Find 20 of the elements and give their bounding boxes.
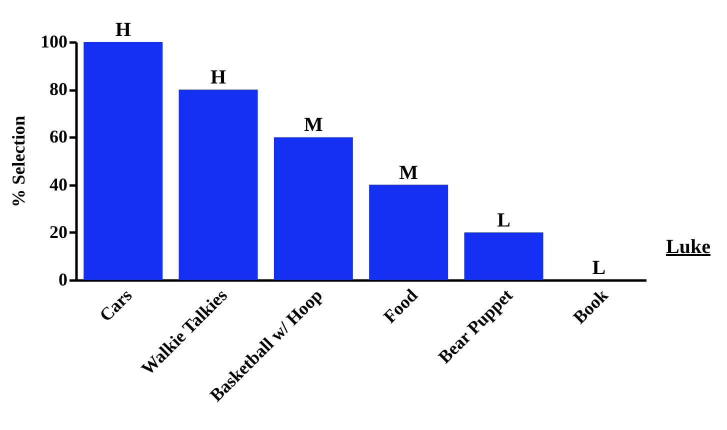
data-label: M (304, 114, 323, 136)
text: Luke (666, 236, 710, 259)
data-label: L (592, 257, 606, 279)
y-tick-label: 0 (58, 270, 68, 290)
data-label: H (210, 66, 226, 89)
bar (464, 232, 544, 280)
y-tick-label: 20 (50, 222, 68, 242)
bar (274, 137, 353, 280)
data-label: L (497, 209, 510, 232)
bar (178, 90, 258, 280)
y-tick-label: 80 (50, 79, 68, 100)
bar (84, 42, 163, 280)
x-tick-label: Cars (96, 285, 136, 326)
data-label: H (115, 19, 132, 41)
bar (369, 184, 448, 280)
data-label: M (399, 162, 418, 184)
y-axis-title: % Selection (8, 116, 28, 208)
y-tick-label: 60 (50, 126, 68, 147)
y-tick-label: 100 (40, 32, 68, 52)
y-tick-label: 40 (50, 174, 68, 194)
